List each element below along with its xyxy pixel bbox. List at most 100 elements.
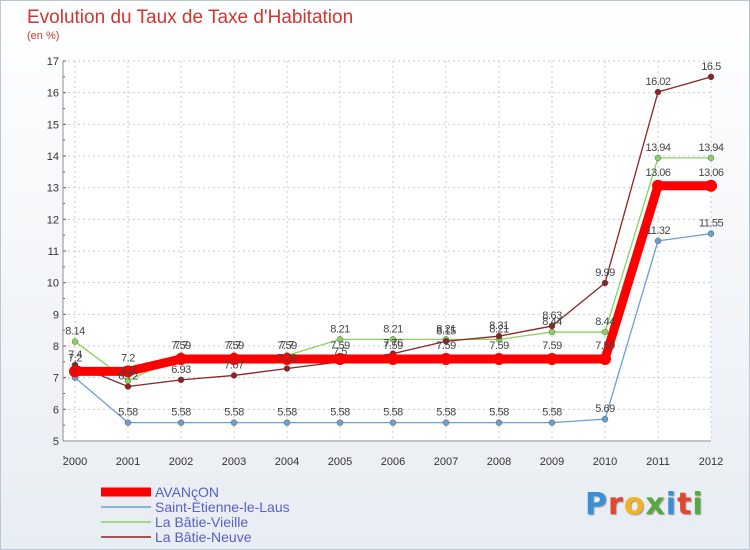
data-label: 8.63 xyxy=(542,310,562,322)
x-tick-label: 2006 xyxy=(381,456,405,468)
logo-letter: P xyxy=(585,487,608,522)
chart-subtitle: (en %) xyxy=(27,30,60,42)
data-label: 7.7 xyxy=(227,340,241,352)
data-label: 13.94 xyxy=(645,142,670,154)
data-label: 9.99 xyxy=(595,267,615,279)
data-point xyxy=(389,336,397,343)
legend-label: La Bâtie-Neuve xyxy=(155,529,252,545)
data-label: 5.58 xyxy=(224,407,244,419)
data-label: 7.29 xyxy=(277,352,297,364)
data-point xyxy=(283,365,291,372)
data-point xyxy=(705,179,717,192)
data-point xyxy=(654,237,662,245)
x-tick-label: 2005 xyxy=(328,456,352,468)
data-point xyxy=(124,383,132,390)
data-point xyxy=(228,352,240,365)
data-label: 7.5 xyxy=(333,346,347,358)
data-point xyxy=(440,352,452,365)
data-label: 5.58 xyxy=(277,407,297,419)
data-label: 5.58 xyxy=(542,407,562,419)
logo-letter: x xyxy=(645,487,666,522)
data-label: 5.58 xyxy=(383,407,403,419)
data-label: 16.02 xyxy=(645,76,670,88)
data-label: 5.58 xyxy=(330,407,350,419)
data-label: 6.93 xyxy=(171,364,191,376)
data-label: 7.59 xyxy=(436,340,456,352)
data-label: 7.59 xyxy=(171,340,191,352)
data-point xyxy=(124,419,132,426)
y-tick-label: 5 xyxy=(53,436,59,448)
data-point xyxy=(230,372,238,379)
data-label: 7.2 xyxy=(121,352,135,364)
y-tick-label: 7 xyxy=(53,373,59,385)
y-tick-label: 15 xyxy=(47,119,59,131)
x-tick-label: 2010 xyxy=(593,456,617,468)
data-point xyxy=(495,332,503,340)
data-point xyxy=(707,154,715,162)
data-label: 7.07 xyxy=(224,359,244,371)
data-label: 6.9 xyxy=(121,365,135,377)
x-tick-label: 2012 xyxy=(699,456,723,468)
data-point xyxy=(283,419,291,426)
y-tick-label: 14 xyxy=(47,151,59,163)
data-point xyxy=(230,419,238,426)
data-point xyxy=(548,328,556,336)
data-label: 8.15 xyxy=(436,325,456,337)
data-label: 13.06 xyxy=(698,167,723,179)
logo-letter: i xyxy=(692,487,704,522)
data-label: 5.58 xyxy=(118,407,138,419)
x-tick-label: 2008 xyxy=(487,456,511,468)
data-point xyxy=(493,352,505,365)
data-label: 8.21 xyxy=(383,323,403,335)
data-point xyxy=(548,322,556,330)
logo-letter: t xyxy=(677,487,693,522)
y-tick-label: 11 xyxy=(48,246,59,258)
data-label: 16.5 xyxy=(701,61,721,73)
data-point xyxy=(707,230,715,237)
data-label: 7.59 xyxy=(383,340,403,352)
data-point xyxy=(599,352,611,365)
data-label: 7 xyxy=(72,362,78,374)
data-label: 7.7 xyxy=(280,340,294,352)
legend-label: Saint-Étienne-le-Laus xyxy=(155,499,290,515)
y-tick-label: 17 xyxy=(47,56,59,68)
data-point xyxy=(707,73,715,81)
data-point xyxy=(548,419,556,426)
x-tick-label: 2004 xyxy=(275,456,299,468)
chart-title: Evolution du Taux de Taxe d'Habitation xyxy=(27,7,354,28)
data-point xyxy=(442,338,450,345)
x-tick-label: 2000 xyxy=(63,456,87,468)
data-label: 5.69 xyxy=(595,403,615,415)
data-point xyxy=(652,179,664,192)
data-label: 8.21 xyxy=(489,323,509,335)
data-label: 6.72 xyxy=(118,371,138,383)
y-tick-label: 9 xyxy=(53,309,59,321)
y-tick-label: 13 xyxy=(47,183,59,195)
data-label: 5.58 xyxy=(171,407,191,419)
data-point xyxy=(387,352,399,365)
data-label: 7.59 xyxy=(489,340,509,352)
data-point xyxy=(177,419,185,426)
x-tick-label: 2002 xyxy=(169,456,193,468)
data-label: 7.4 xyxy=(68,349,82,361)
data-label: 7.7 xyxy=(174,340,188,352)
x-tick-label: 2003 xyxy=(222,456,246,468)
data-point xyxy=(442,419,450,426)
data-label: 7.59 xyxy=(595,340,615,352)
data-point xyxy=(389,419,397,426)
x-tick-label: 2009 xyxy=(540,456,564,468)
data-label: 8.14 xyxy=(65,326,85,338)
logo-letter: o xyxy=(623,487,646,522)
legend-label: AVANçON xyxy=(155,484,219,500)
data-label: 7.76 xyxy=(383,338,403,350)
y-tick-label: 10 xyxy=(47,278,59,290)
data-point xyxy=(71,338,79,345)
data-label: 8.31 xyxy=(489,320,509,332)
y-tick-label: 8 xyxy=(53,341,59,353)
data-point xyxy=(495,419,503,426)
proxiti-logo: Proxiti xyxy=(585,487,704,522)
axes-layer: 5 6 7 8 9 10 11 12 13 14 15 16 17 2000 2001 2002 2003 200… xyxy=(47,56,723,468)
legend-label: La Bâtie-Vieille xyxy=(155,514,248,530)
data-point xyxy=(601,279,609,287)
